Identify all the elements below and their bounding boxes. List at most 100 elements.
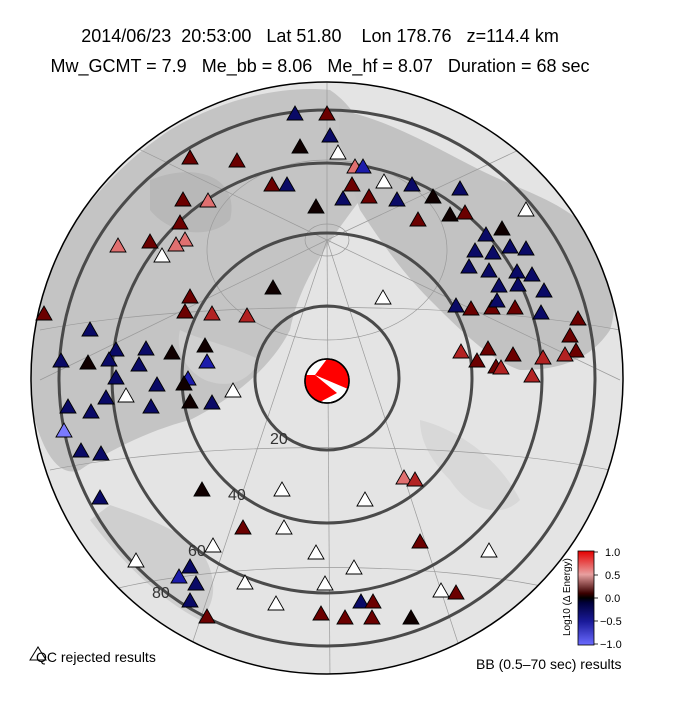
duration: Duration = 68 sec xyxy=(447,56,590,76)
station-marker xyxy=(447,584,465,600)
station-marker xyxy=(175,375,193,391)
station-marker xyxy=(456,204,474,220)
station-marker xyxy=(532,304,550,320)
station-marker xyxy=(409,211,427,227)
distance-label-40: 40 xyxy=(228,487,246,504)
colorbar xyxy=(577,550,595,646)
station-marker xyxy=(142,398,160,414)
qc-rejected-station-marker xyxy=(236,574,254,590)
distance-label-80: 80 xyxy=(152,585,170,602)
event-lon: Lon 178.76 xyxy=(361,26,452,46)
station-marker xyxy=(228,152,246,168)
station-marker xyxy=(72,442,90,458)
station-marker xyxy=(468,352,486,368)
station-marker xyxy=(107,369,125,385)
distance-label-20: 20 xyxy=(270,431,288,448)
station-marker xyxy=(171,214,189,230)
station-marker xyxy=(176,303,194,319)
station-marker xyxy=(354,158,372,174)
station-marker xyxy=(523,266,541,282)
station-marker xyxy=(501,238,519,254)
colorbar-tick-0-5: 0.5 xyxy=(605,570,620,582)
station-marker xyxy=(92,445,110,461)
me-bb: Me_bb = 8.06 xyxy=(201,56,313,76)
station-marker xyxy=(286,105,304,121)
event-depth: z=114.4 km xyxy=(466,26,559,46)
station-marker xyxy=(234,519,252,535)
colorbar-tick-0: 0.0 xyxy=(605,593,620,605)
me-hf: Me_hf = 8.07 xyxy=(327,56,433,76)
station-marker xyxy=(196,337,214,353)
event-lat: Lat 51.80 xyxy=(266,26,342,46)
station-marker xyxy=(504,346,522,362)
station-marker xyxy=(167,236,185,252)
station-marker xyxy=(452,343,470,359)
station-marker xyxy=(567,342,585,358)
station-marker xyxy=(424,188,442,204)
station-marker xyxy=(137,340,155,356)
station-marker xyxy=(91,489,109,505)
station-marker xyxy=(411,533,429,549)
qc-rejected-station-marker xyxy=(273,481,291,497)
station-marker xyxy=(406,471,424,487)
event-header-line2: Mw_GCMT = 7.9 Me_bb = 8.06 Me_hf = 8.07 … xyxy=(0,56,660,77)
station-marker xyxy=(198,608,216,624)
qc-legend-triangle-icon xyxy=(29,646,47,661)
station-marker xyxy=(141,233,159,249)
station-marker xyxy=(336,609,354,625)
event-header-line1: 2014/06/23 20:53:00 Lat 51.80 Lon 178.76… xyxy=(0,26,660,47)
bb-results-label: BB (0.5–70 sec) results xyxy=(476,656,622,672)
station-marker xyxy=(148,376,166,392)
colorbar-tick-1: 1.0 xyxy=(605,547,620,559)
station-marker xyxy=(556,346,574,362)
station-marker xyxy=(395,469,413,485)
station-marker xyxy=(318,105,336,121)
qc-rejected-station-marker xyxy=(275,519,293,535)
station-marker xyxy=(509,276,527,292)
qc-rejected-station-marker xyxy=(375,173,393,189)
landmass-australia-region xyxy=(90,505,214,620)
station-marker xyxy=(79,354,97,370)
station-marker xyxy=(193,481,211,497)
station-marker xyxy=(35,305,53,321)
station-marker xyxy=(490,277,508,293)
station-marker xyxy=(363,609,381,625)
station-marker xyxy=(203,305,221,321)
colorbar-title: Log10 (Δ Energy) xyxy=(562,558,573,636)
station-marker xyxy=(364,593,382,609)
station-marker xyxy=(360,188,378,204)
station-marker xyxy=(203,394,221,410)
globe-outline xyxy=(30,81,624,675)
station-marker xyxy=(100,351,118,367)
station-marker xyxy=(174,191,192,207)
station-marker xyxy=(97,389,115,405)
qc-rejected-label: QC rejected results xyxy=(36,649,156,665)
station-marker xyxy=(199,192,217,208)
qc-rejected-station-marker xyxy=(316,575,334,591)
qc-rejected-station-marker xyxy=(307,544,325,560)
station-marker xyxy=(181,149,199,165)
mw-gcmt: Mw_GCMT = 7.9 xyxy=(50,56,187,76)
distance-label-60: 60 xyxy=(188,543,206,560)
station-marker xyxy=(187,575,205,591)
station-marker xyxy=(492,359,510,375)
station-marker xyxy=(561,327,579,343)
station-marker xyxy=(403,176,421,192)
station-marker xyxy=(176,231,194,247)
station-marker xyxy=(238,307,256,323)
station-marker xyxy=(460,258,478,274)
station-marker xyxy=(488,292,506,308)
colorbar-tick-neg-0-5: −0.5 xyxy=(600,616,622,628)
station-marker xyxy=(466,242,484,258)
colorbar-tick-neg-1: −1.0 xyxy=(600,639,622,651)
station-marker xyxy=(107,341,125,357)
station-marker xyxy=(130,356,148,372)
station-marker xyxy=(402,609,420,625)
qc-rejected-station-marker xyxy=(329,144,347,160)
qc-rejected-station-marker xyxy=(356,491,374,507)
station-marker xyxy=(321,127,339,143)
station-marker xyxy=(523,367,541,383)
station-marker xyxy=(181,592,199,608)
station-marker xyxy=(451,180,469,196)
landmass-siberia xyxy=(150,172,232,233)
